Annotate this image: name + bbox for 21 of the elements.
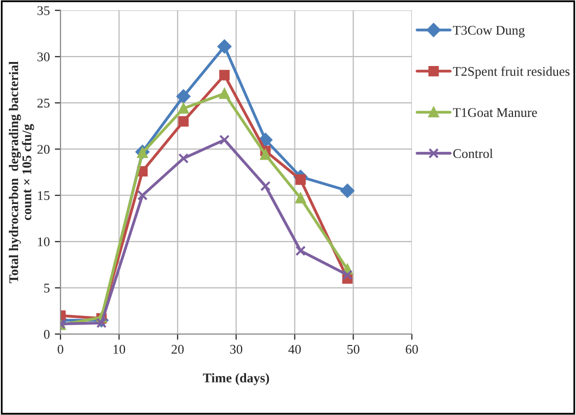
x-axis-title: Time (days) — [202, 373, 269, 386]
x-tick-label: 40 — [288, 344, 301, 354]
y-tick-label: 15 — [38, 191, 50, 200]
y-tick-label: 20 — [37, 144, 50, 154]
x-tick-label: 10 — [114, 344, 126, 354]
x-tick-label: 50 — [347, 344, 360, 354]
legend-label: Control — [453, 148, 493, 158]
y-tick-label: 30 — [38, 52, 50, 62]
x-tick-label: 20 — [172, 344, 184, 354]
y-tick-label: 10 — [38, 237, 50, 246]
legend-label: T1Goat Manure — [452, 108, 537, 117]
y-tick-label: 0 — [44, 330, 50, 339]
legend-label: T3Cow Dung — [452, 26, 525, 38]
x-tick-label: 60 — [406, 344, 418, 354]
y-tick-label: 35 — [38, 6, 50, 16]
x-tick-label: 0 — [58, 344, 64, 354]
y-tick-label: 25 — [37, 98, 50, 108]
y-axis-title: Total hydrocarbon degrading bacterial count × 105 cfu/g — [8, 61, 34, 284]
x-tick-label: 30 — [230, 344, 242, 354]
y-tick-label: 5 — [44, 284, 50, 293]
legend-label: T2Spent fruit residues — [452, 66, 570, 79]
